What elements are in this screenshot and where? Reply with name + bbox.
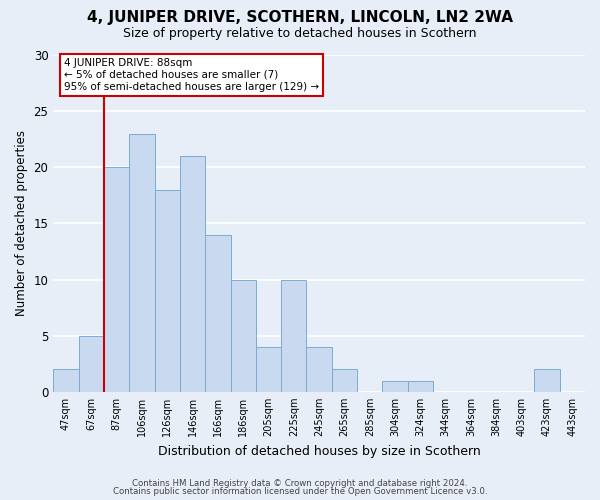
Bar (281, 280, 307, 392)
Text: Size of property relative to detached houses in Scothern: Size of property relative to detached ho… (123, 28, 477, 40)
Bar (79, 336, 104, 392)
Text: 4, JUNIPER DRIVE, SCOTHERN, LINCOLN, LN2 2WA: 4, JUNIPER DRIVE, SCOTHERN, LINCOLN, LN2… (87, 10, 513, 25)
Text: Contains HM Land Registry data © Crown copyright and database right 2024.: Contains HM Land Registry data © Crown c… (132, 478, 468, 488)
Bar (180, 156, 205, 392)
Bar (104, 168, 129, 392)
Bar (408, 380, 433, 392)
Bar (535, 370, 560, 392)
Bar (129, 134, 155, 392)
Bar (307, 347, 332, 392)
Bar (155, 190, 180, 392)
Bar (205, 234, 230, 392)
Text: 4 JUNIPER DRIVE: 88sqm
← 5% of detached houses are smaller (7)
95% of semi-detac: 4 JUNIPER DRIVE: 88sqm ← 5% of detached … (64, 58, 319, 92)
Bar (53, 370, 79, 392)
Bar (230, 280, 256, 392)
Bar (332, 370, 357, 392)
Bar (256, 347, 281, 392)
X-axis label: Distribution of detached houses by size in Scothern: Distribution of detached houses by size … (158, 444, 481, 458)
Y-axis label: Number of detached properties: Number of detached properties (15, 130, 28, 316)
Text: Contains public sector information licensed under the Open Government Licence v3: Contains public sector information licen… (113, 487, 487, 496)
Bar (382, 380, 408, 392)
